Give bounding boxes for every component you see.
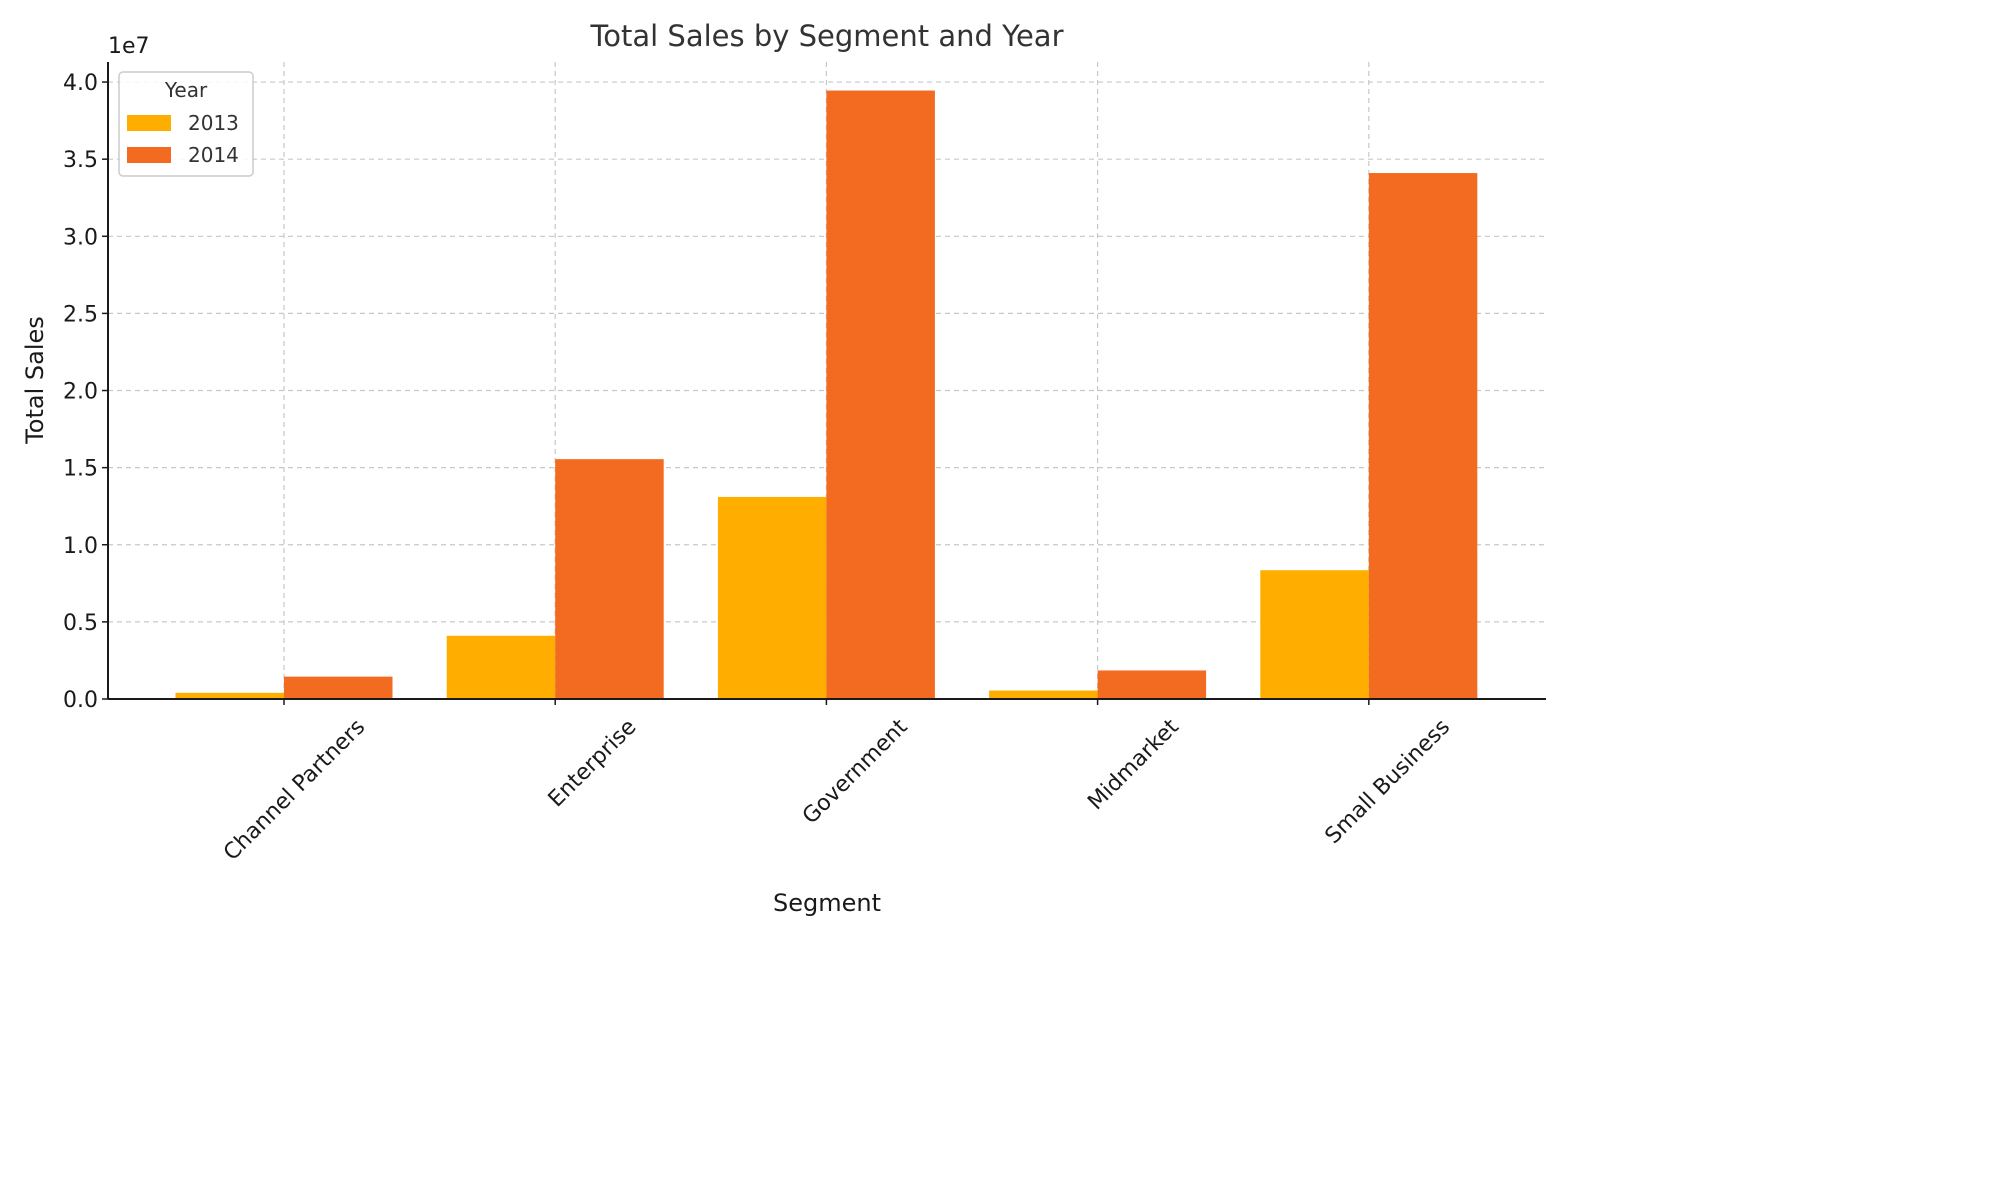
chart-title: Total Sales by Segment and Year xyxy=(589,19,1063,53)
bars xyxy=(175,90,1478,700)
y-tick-label: 4.0 xyxy=(63,71,98,96)
bar-2014-government xyxy=(826,90,935,700)
legend-label-2013: 2013 xyxy=(188,111,239,135)
legend-label-2014: 2014 xyxy=(188,143,239,167)
y-tick-label: 0.0 xyxy=(63,688,98,713)
bar-2014-channel-partners xyxy=(284,676,393,699)
bar-2013-government xyxy=(717,496,827,699)
chart: 0.0 0.5 1.0 1.5 2.0 2.5 3.0 3.5 4.0 Channel Partn… xyxy=(21,19,1546,917)
bar-2014-midmarket xyxy=(1097,670,1207,699)
y-tick-label: 2.0 xyxy=(63,380,98,405)
y-tick-label: 1.5 xyxy=(63,457,98,482)
bar-2014-small-business xyxy=(1368,173,1478,699)
y-axis-title: Total Sales xyxy=(21,316,49,445)
y-tick-label: 3.0 xyxy=(63,225,98,250)
x-tick-label: Midmarket xyxy=(1083,714,1184,815)
legend: Year 2013 2014 xyxy=(118,71,254,177)
y-tick-label: 0.5 xyxy=(63,611,98,636)
bar-2013-midmarket xyxy=(989,690,1098,699)
y-tick-label: 2.5 xyxy=(63,302,98,327)
y-tick-label: 1.0 xyxy=(63,534,98,559)
bar-2013-small-business xyxy=(1260,570,1369,699)
x-tick-label: Small Business xyxy=(1321,715,1455,849)
x-axis-title: Segment xyxy=(773,889,881,917)
x-tick-label: Government xyxy=(798,714,913,829)
bar-2014-enterprise xyxy=(555,459,664,699)
legend-swatch-2013 xyxy=(127,115,171,131)
ticks: 0.0 0.5 1.0 1.5 2.0 2.5 3.0 3.5 4.0 Channel Partn… xyxy=(63,71,1455,866)
x-tick-label: Channel Partners xyxy=(219,715,370,866)
legend-title: Year xyxy=(164,78,208,102)
x-tick-label: Enterprise xyxy=(544,715,642,813)
y-tick-label: 3.5 xyxy=(63,148,98,173)
y-offset-label: 1e7 xyxy=(108,34,150,59)
legend-swatch-2014 xyxy=(127,147,171,163)
bar-2013-enterprise xyxy=(446,635,556,699)
bar-2013-channel-partners xyxy=(175,692,284,699)
